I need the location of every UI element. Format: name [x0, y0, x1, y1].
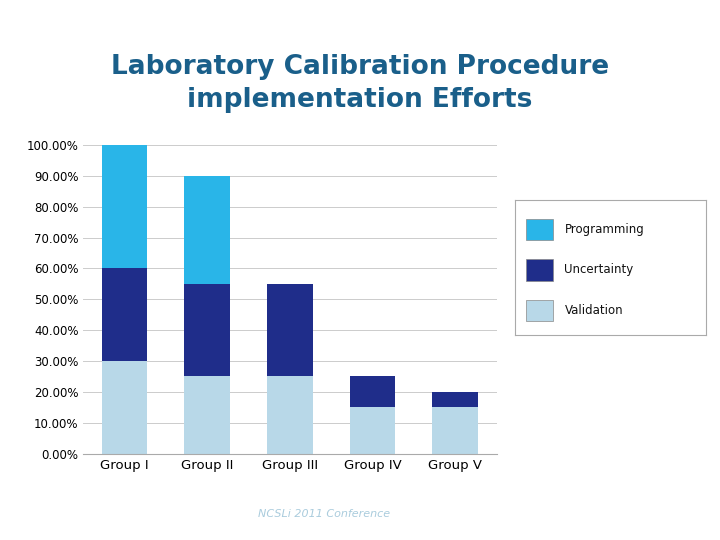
Text: implementation Efforts: implementation Efforts [187, 87, 533, 113]
Text: ni.com: ni.com [29, 508, 71, 521]
FancyBboxPatch shape [526, 219, 553, 240]
Text: Programming: Programming [564, 223, 644, 236]
Bar [184, 176, 230, 284]
Bar [184, 284, 230, 376]
Bar [267, 376, 312, 454]
FancyBboxPatch shape [526, 300, 553, 321]
Text: NCSLi 2011 Conference: NCSLi 2011 Conference [258, 509, 390, 519]
Text: Uncertainty: Uncertainty [564, 264, 634, 276]
Bar [102, 145, 147, 268]
FancyBboxPatch shape [526, 259, 553, 281]
Bar [433, 392, 478, 407]
Bar [350, 407, 395, 454]
Bar [184, 376, 230, 454]
Text: NATIONAL
INSTRUMENTS: NATIONAL INSTRUMENTS [655, 504, 720, 524]
Bar [102, 268, 147, 361]
Text: Laboratory Calibration Procedure: Laboratory Calibration Procedure [111, 55, 609, 80]
Bar [433, 407, 478, 454]
Bar [267, 284, 312, 376]
Text: Validation: Validation [564, 304, 623, 317]
Bar [102, 361, 147, 454]
Bar [350, 376, 395, 407]
